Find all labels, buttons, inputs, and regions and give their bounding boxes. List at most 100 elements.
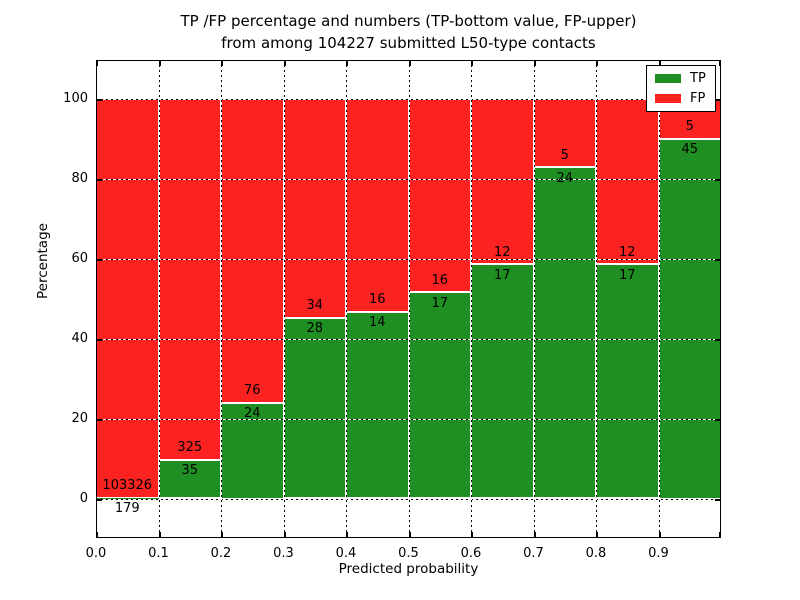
y-tick-mark [96, 98, 102, 101]
x-tick-label: 0.6 [460, 546, 482, 561]
legend: TP FP [646, 65, 716, 112]
legend-label-tp: TP [690, 71, 706, 86]
bar-segment-tp [346, 311, 409, 499]
x-tick-label: 0.1 [148, 546, 169, 561]
x-tick-mark [719, 532, 721, 538]
bar-label-tp: 35 [181, 463, 199, 479]
bar-label-tp: 17 [493, 267, 511, 283]
y-tick-mark [96, 498, 102, 501]
plot-area: TP FP 103326 179 325 35 76 24 34 28 16 14 16 17 12 17… [63, 60, 721, 561]
bar-label-fp: 34 [306, 298, 324, 314]
tp-color-swatch [655, 74, 681, 83]
bar-segment-tp [158, 459, 221, 499]
x-tick-mark [221, 532, 223, 538]
y-tick-label: 20 [71, 410, 88, 426]
legend-label-fp: FP [690, 91, 706, 106]
bar-segment-fp [221, 98, 284, 403]
bar-label-fp: 103326 [102, 478, 153, 494]
bar-segment-fp [158, 98, 221, 460]
y-tick-mark [96, 338, 102, 341]
x-tick-label: 0.9 [648, 546, 669, 561]
bar-label-tp: 14 [368, 315, 386, 331]
x-tick-mark-top [658, 60, 661, 66]
y-tick-mark-right [715, 98, 721, 101]
y-tick-label: 0 [79, 490, 88, 506]
x-tick-mark [408, 532, 411, 538]
gridline-v [346, 60, 347, 538]
bar-segment-fp [533, 98, 596, 168]
x-tick-mark [596, 532, 598, 538]
bar-label-fp: 76 [243, 383, 261, 398]
bar-label-fp: 325 [177, 440, 203, 456]
gridline-v [408, 60, 410, 538]
x-tick-label: 0.8 [585, 546, 607, 561]
chart-title-line1: TP /FP percentage and numbers (TP-bottom… [180, 12, 637, 30]
legend-entry-tp: TP [655, 71, 706, 86]
gridline-v [158, 60, 160, 538]
bar-segment-tp [96, 497, 159, 499]
chart-title-line2: from among 104227 submitted L50-type con… [221, 34, 596, 52]
x-tick-mark-top [283, 60, 286, 66]
x-tick-label: 0.0 [85, 546, 107, 561]
x-tick-label: 0.4 [335, 546, 357, 561]
bar-segment-tp [533, 167, 596, 499]
y-tick-mark [96, 178, 102, 181]
bar-label-fp: 5 [685, 119, 694, 134]
gridline-v [283, 60, 285, 538]
bar-segment-fp [346, 98, 409, 312]
gridline-v [658, 60, 660, 538]
bar-segment-fp [408, 98, 471, 293]
x-tick-mark [533, 532, 536, 538]
y-tick-label: 40 [71, 330, 88, 346]
y-tick-mark-right [715, 338, 721, 341]
x-tick-label: 0.3 [273, 546, 294, 561]
gridline-v [596, 60, 597, 538]
x-tick-label: 0.2 [210, 546, 232, 561]
bar-label-tp: 17 [431, 295, 449, 311]
bar-label-tp: 45 [681, 142, 699, 157]
bar-label-tp: 28 [306, 321, 324, 337]
x-tick-mark-top [471, 60, 473, 66]
x-tick-mark-top [533, 60, 536, 66]
bar-label-tp: 179 [114, 501, 140, 517]
y-tick-mark-right [715, 258, 721, 261]
y-tick-mark-right [715, 498, 721, 501]
y-tick-label: 60 [71, 250, 88, 266]
bar-label-fp: 12 [493, 244, 511, 260]
gridline-v [533, 60, 535, 538]
bar-segment-fp [596, 98, 659, 265]
bar-label-fp: 16 [431, 272, 449, 288]
y-tick-mark [96, 418, 102, 421]
x-tick-label: 0.5 [398, 546, 419, 561]
legend-entry-fp: FP [655, 91, 706, 106]
x-tick-mark-top [719, 60, 721, 66]
x-tick-mark-top [408, 60, 411, 66]
x-tick-mark-top [158, 60, 161, 66]
y-tick-label: 80 [71, 170, 88, 186]
bar-label-tp: 24 [556, 170, 574, 186]
bar-segment-tp [408, 292, 471, 499]
x-tick-label: 0.7 [523, 546, 544, 561]
chart-title: TP /FP percentage and numbers (TP-bottom… [96, 10, 721, 54]
x-tick-mark [471, 532, 473, 538]
x-tick-mark [346, 532, 348, 538]
x-tick-mark-top [346, 60, 348, 66]
bar-segment-fp [471, 98, 534, 265]
y-tick-label: 100 [63, 90, 88, 106]
bar-segment-tp [471, 264, 534, 499]
bar-segment-fp [283, 98, 346, 318]
x-tick-mark-top [596, 60, 598, 66]
bar-label-fp: 5 [560, 147, 569, 163]
y-tick-mark-right [715, 418, 721, 421]
y-tick-mark [96, 258, 102, 261]
fp-color-swatch [655, 94, 681, 103]
bar-label-tp: 24 [243, 406, 261, 421]
y-tick-mark-right [715, 178, 721, 181]
bar-segment-fp [96, 98, 159, 498]
x-tick-mark-top [96, 60, 98, 66]
bar-label-fp: 12 [618, 244, 636, 260]
x-tick-mark [658, 532, 661, 538]
bar-segment-tp [596, 264, 659, 499]
gridline-v [221, 60, 222, 538]
